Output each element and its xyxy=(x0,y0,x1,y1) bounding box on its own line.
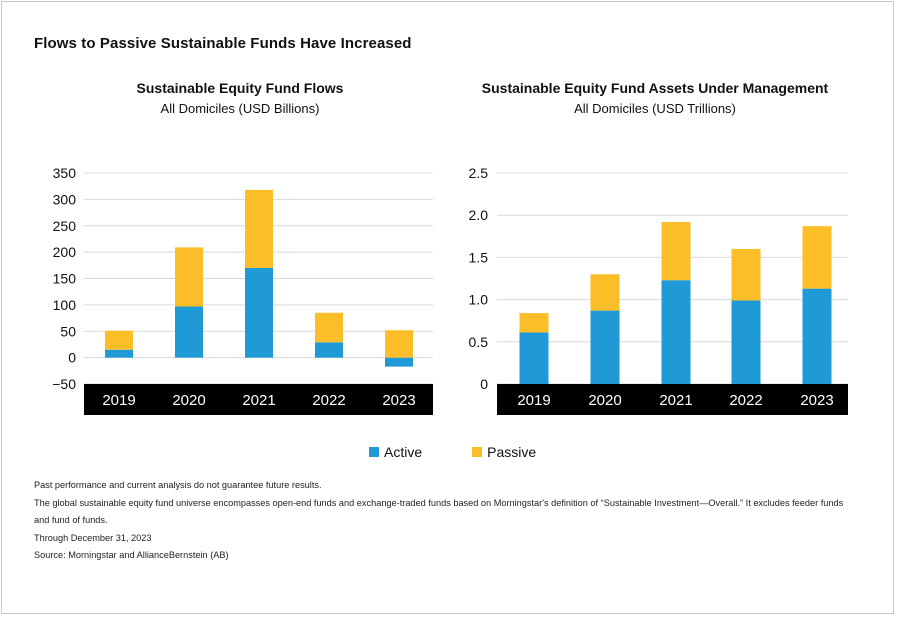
page-title: Flows to Passive Sustainable Funds Have … xyxy=(34,35,412,52)
flows-category-band xyxy=(84,384,433,415)
flows-ytick-label: −50 xyxy=(52,376,76,392)
flows-xtick-label: 2019 xyxy=(102,392,135,409)
aum-bar-passive-2023 xyxy=(802,226,832,289)
flows-ytick-label: 350 xyxy=(53,165,77,181)
legend-active-swatch xyxy=(369,447,379,457)
right-chart-title: Sustainable Equity Fund Assets Under Man… xyxy=(481,80,829,96)
flows-bar-active-2023 xyxy=(385,357,413,367)
flows-bar-passive-2023 xyxy=(385,330,413,358)
aum-bar-active-2019 xyxy=(519,332,549,384)
aum-ytick-label: 0 xyxy=(480,376,488,392)
flows-xtick-label: 2023 xyxy=(382,392,415,409)
left-chart-subtitle: All Domiciles (USD Billions) xyxy=(160,101,320,116)
flows-xtick-label: 2021 xyxy=(242,392,275,409)
flows-ytick-label: 200 xyxy=(53,244,77,260)
flows-ytick-label: 0 xyxy=(68,350,76,366)
footnote-disclaimer: Past performance and current analysis do… xyxy=(34,480,322,490)
legend-passive-label: Passive xyxy=(487,444,537,460)
aum-bar-passive-2020 xyxy=(590,274,620,311)
flows-xtick-label: 2020 xyxy=(172,392,205,409)
flows-xtick-label: 2022 xyxy=(312,392,345,409)
flows-bar-active-2022 xyxy=(315,342,343,358)
legend-passive-swatch xyxy=(472,447,483,457)
footnote-universe: The global sustainable equity fund unive… xyxy=(34,497,844,508)
aum-xtick-label: 2021 xyxy=(659,392,692,409)
legend-active-label: Active xyxy=(384,444,423,460)
aum-bar-active-2023 xyxy=(802,288,832,384)
aum-ytick-label: 2.5 xyxy=(469,165,489,181)
flows-bar-active-2021 xyxy=(245,267,273,358)
aum-xtick-label: 2019 xyxy=(517,392,550,409)
flows-ytick-label: 150 xyxy=(53,271,77,287)
flows-bar-passive-2022 xyxy=(315,312,343,343)
legend: Active Passive xyxy=(369,444,536,460)
aum-xtick-label: 2020 xyxy=(588,392,621,409)
aum-xtick-label: 2023 xyxy=(800,392,833,409)
flows-bar-active-2020 xyxy=(175,306,203,358)
aum-ytick-label: 0.5 xyxy=(469,334,489,350)
aum-category-band xyxy=(497,384,848,415)
aum-ytick-label: 1.0 xyxy=(469,292,489,308)
left-chart-title: Sustainable Equity Fund Flows xyxy=(136,80,344,96)
flows-bar-active-2019 xyxy=(105,349,133,358)
aum-bar-passive-2022 xyxy=(731,248,761,301)
footnote-date: Through December 31, 2023 xyxy=(34,532,152,543)
aum-ytick-label: 1.5 xyxy=(469,249,489,265)
aum-bar-active-2022 xyxy=(731,300,761,384)
aum-xtick-label: 2022 xyxy=(729,392,762,409)
flows-ytick-label: 300 xyxy=(53,191,77,207)
flows-ytick-label: 100 xyxy=(53,297,77,313)
footnotes: Past performance and current analysis do… xyxy=(34,477,874,565)
right-chart-subtitle: All Domiciles (USD Trillions) xyxy=(574,101,736,116)
flows-bar-passive-2021 xyxy=(245,189,273,268)
aum-bar-passive-2021 xyxy=(661,221,691,281)
aum-bar-active-2021 xyxy=(661,280,691,384)
footnote-universe-cont: and fund of funds. xyxy=(34,515,108,525)
aum-bar-passive-2019 xyxy=(519,313,549,333)
flows-bar-passive-2020 xyxy=(175,247,203,307)
flows-ytick-label: 250 xyxy=(53,218,77,234)
flows-bar-passive-2019 xyxy=(105,330,133,350)
footnote-source: Source: Morningstar and AllianceBernstei… xyxy=(34,550,229,560)
aum-bar-active-2020 xyxy=(590,310,620,384)
flows-ytick-label: 50 xyxy=(60,323,76,339)
aum-ytick-label: 2.0 xyxy=(469,207,489,223)
